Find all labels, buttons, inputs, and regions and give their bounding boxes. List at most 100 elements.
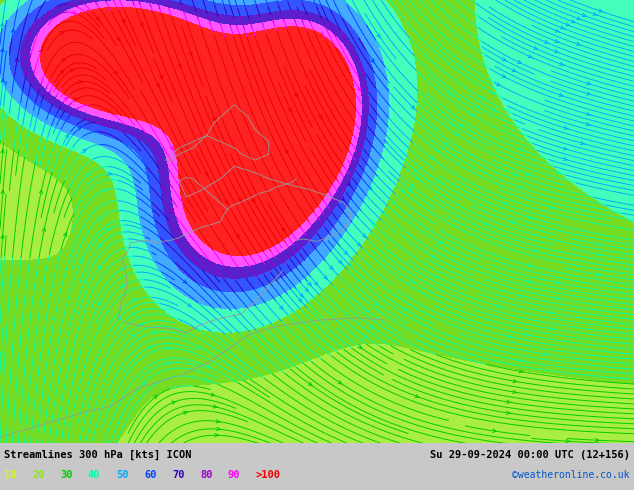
- FancyArrowPatch shape: [280, 306, 283, 309]
- FancyArrowPatch shape: [308, 382, 312, 386]
- FancyArrowPatch shape: [435, 148, 439, 151]
- FancyArrowPatch shape: [131, 314, 135, 317]
- FancyArrowPatch shape: [149, 346, 153, 349]
- FancyArrowPatch shape: [1, 79, 4, 83]
- FancyArrowPatch shape: [183, 411, 188, 415]
- FancyArrowPatch shape: [1, 235, 4, 239]
- FancyArrowPatch shape: [485, 222, 489, 225]
- FancyArrowPatch shape: [555, 281, 560, 284]
- FancyArrowPatch shape: [205, 378, 210, 382]
- FancyArrowPatch shape: [82, 149, 86, 152]
- FancyArrowPatch shape: [368, 186, 372, 190]
- FancyArrowPatch shape: [252, 198, 254, 202]
- FancyArrowPatch shape: [519, 148, 524, 151]
- FancyArrowPatch shape: [413, 168, 417, 172]
- FancyArrowPatch shape: [236, 235, 239, 238]
- FancyArrowPatch shape: [131, 335, 135, 338]
- FancyArrowPatch shape: [11, 29, 15, 33]
- FancyArrowPatch shape: [339, 260, 342, 264]
- FancyArrowPatch shape: [170, 146, 173, 150]
- FancyArrowPatch shape: [60, 31, 64, 35]
- FancyArrowPatch shape: [491, 91, 495, 94]
- FancyArrowPatch shape: [470, 113, 474, 116]
- FancyArrowPatch shape: [98, 265, 101, 269]
- FancyArrowPatch shape: [571, 20, 576, 23]
- FancyArrowPatch shape: [15, 58, 18, 62]
- FancyArrowPatch shape: [108, 172, 112, 175]
- FancyArrowPatch shape: [586, 112, 591, 116]
- FancyArrowPatch shape: [347, 182, 350, 186]
- FancyArrowPatch shape: [555, 29, 560, 32]
- FancyArrowPatch shape: [97, 302, 100, 305]
- FancyArrowPatch shape: [364, 335, 368, 338]
- FancyArrowPatch shape: [528, 216, 533, 219]
- FancyArrowPatch shape: [527, 279, 531, 283]
- FancyArrowPatch shape: [153, 331, 157, 334]
- FancyArrowPatch shape: [586, 82, 592, 85]
- FancyArrowPatch shape: [430, 156, 434, 160]
- FancyArrowPatch shape: [132, 299, 137, 302]
- FancyArrowPatch shape: [438, 240, 442, 243]
- FancyArrowPatch shape: [61, 59, 65, 62]
- Text: ©weatheronline.co.uk: ©weatheronline.co.uk: [512, 470, 630, 480]
- FancyArrowPatch shape: [544, 40, 549, 44]
- FancyArrowPatch shape: [1, 190, 4, 194]
- FancyArrowPatch shape: [103, 189, 108, 192]
- FancyArrowPatch shape: [211, 393, 216, 396]
- FancyArrowPatch shape: [166, 362, 171, 365]
- FancyArrowPatch shape: [298, 298, 302, 302]
- FancyArrowPatch shape: [513, 379, 517, 383]
- FancyArrowPatch shape: [375, 301, 378, 305]
- FancyArrowPatch shape: [564, 147, 568, 150]
- FancyArrowPatch shape: [549, 311, 553, 314]
- FancyArrowPatch shape: [285, 150, 288, 153]
- FancyArrowPatch shape: [142, 381, 146, 385]
- FancyArrowPatch shape: [577, 17, 581, 20]
- FancyArrowPatch shape: [408, 189, 411, 192]
- FancyArrowPatch shape: [370, 325, 373, 328]
- FancyArrowPatch shape: [550, 205, 555, 209]
- FancyArrowPatch shape: [458, 65, 462, 68]
- FancyArrowPatch shape: [358, 345, 361, 348]
- FancyArrowPatch shape: [357, 243, 361, 246]
- FancyArrowPatch shape: [169, 209, 173, 213]
- FancyArrowPatch shape: [305, 288, 308, 292]
- FancyArrowPatch shape: [401, 189, 404, 193]
- FancyArrowPatch shape: [344, 251, 347, 254]
- FancyArrowPatch shape: [288, 108, 292, 112]
- FancyArrowPatch shape: [82, 280, 86, 284]
- FancyArrowPatch shape: [166, 346, 171, 350]
- FancyArrowPatch shape: [79, 80, 83, 84]
- FancyArrowPatch shape: [198, 345, 202, 348]
- Text: >100: >100: [256, 470, 281, 480]
- FancyArrowPatch shape: [415, 175, 418, 179]
- FancyArrowPatch shape: [526, 333, 530, 336]
- FancyArrowPatch shape: [118, 317, 121, 320]
- FancyArrowPatch shape: [307, 282, 311, 286]
- FancyArrowPatch shape: [582, 14, 587, 17]
- FancyArrowPatch shape: [1, 114, 4, 118]
- FancyArrowPatch shape: [74, 99, 77, 102]
- FancyArrowPatch shape: [34, 160, 37, 164]
- FancyArrowPatch shape: [444, 143, 448, 146]
- FancyArrowPatch shape: [363, 234, 366, 237]
- FancyArrowPatch shape: [183, 280, 186, 283]
- FancyArrowPatch shape: [560, 26, 565, 29]
- FancyArrowPatch shape: [434, 274, 437, 277]
- FancyArrowPatch shape: [595, 439, 600, 442]
- FancyArrowPatch shape: [120, 285, 124, 288]
- FancyArrowPatch shape: [432, 255, 436, 258]
- FancyArrowPatch shape: [188, 303, 191, 307]
- Text: Su 29-09-2024 00:00 UTC (12+156): Su 29-09-2024 00:00 UTC (12+156): [430, 449, 630, 460]
- FancyArrowPatch shape: [300, 293, 303, 297]
- FancyArrowPatch shape: [60, 71, 63, 74]
- FancyArrowPatch shape: [476, 104, 479, 108]
- FancyArrowPatch shape: [189, 52, 192, 55]
- FancyArrowPatch shape: [172, 401, 176, 404]
- FancyArrowPatch shape: [597, 252, 601, 256]
- FancyArrowPatch shape: [563, 157, 568, 160]
- FancyArrowPatch shape: [528, 54, 533, 58]
- FancyArrowPatch shape: [294, 93, 297, 97]
- FancyArrowPatch shape: [518, 185, 522, 188]
- FancyArrowPatch shape: [517, 60, 521, 63]
